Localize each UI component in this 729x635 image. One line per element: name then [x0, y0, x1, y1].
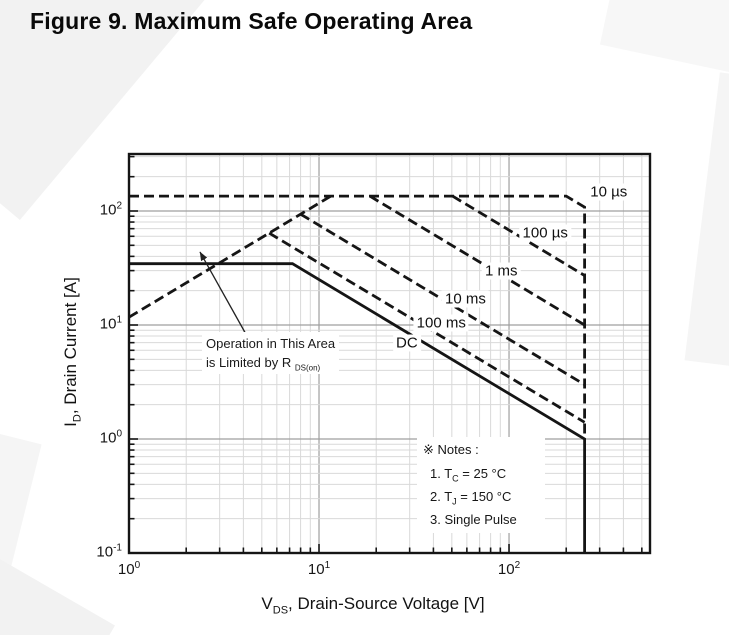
curve-rdson-limit [128, 194, 332, 319]
figure-title: Figure 9. Maximum Safe Operating Area [30, 8, 473, 34]
annotation-arrow [199, 251, 248, 337]
grid [129, 154, 650, 553]
plot-frame [127, 152, 652, 555]
curve-pulse-100ms [268, 231, 586, 424]
curve-pulse-10us [129, 194, 586, 439]
series [128, 194, 586, 553]
curve-pulse-1ms [369, 194, 586, 327]
curve-dc [129, 262, 586, 553]
curve-pulse-100us [451, 194, 586, 277]
